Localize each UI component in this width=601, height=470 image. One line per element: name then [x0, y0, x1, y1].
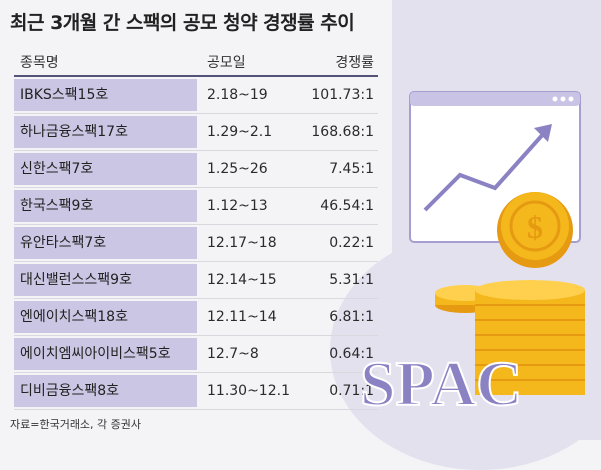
coin-stack-icon	[435, 280, 585, 395]
row-date: 11.30~12.1	[207, 383, 290, 399]
row-rate: 46.54:1	[320, 198, 374, 214]
header-name: 종목명	[20, 54, 59, 71]
source-note: 자료=한국거래소, 각 증권사	[10, 418, 142, 431]
row-date: 12.17~18	[207, 235, 277, 251]
row-rate: 0.71:1	[329, 383, 374, 399]
table-header: 종목명 공모일 경쟁률	[14, 48, 378, 77]
spac-illustration: $ SPAC	[359, 91, 585, 415]
page-title: 최근 3개월 간 스팩의 공모 청약 경쟁률 추이	[10, 12, 355, 34]
row-date: 1.29~2.1	[207, 124, 273, 140]
row-date: 1.25~26	[207, 161, 268, 177]
table-row: 디비금융스팩8호 11.30~12.1 0.71:1	[14, 373, 378, 410]
header-date: 공모일	[207, 54, 246, 71]
row-name: 신한스팩7호	[14, 153, 197, 185]
table-row: 엔에이치스팩18호 12.11~14 6.81:1	[14, 299, 378, 336]
row-date: 12.14~15	[207, 272, 277, 288]
row-date: 2.18~19	[207, 87, 268, 103]
row-rate: 168.68:1	[311, 124, 374, 140]
row-name: 유안타스팩7호	[14, 227, 197, 259]
row-rate: 0.22:1	[329, 235, 374, 251]
row-name: 에이치엠씨아이비스팩5호	[14, 338, 197, 370]
row-name: 디비금융스팩8호	[14, 375, 197, 407]
table-row: 한국스팩9호 1.12~13 46.54:1	[14, 188, 378, 225]
row-name: IBKS스팩15호	[14, 79, 197, 111]
row-name: 하나금융스팩17호	[14, 116, 197, 148]
table-row: IBKS스팩15호 2.18~19 101.73:1	[14, 77, 378, 114]
row-name: 엔에이치스팩18호	[14, 301, 197, 333]
row-date: 1.12~13	[207, 198, 268, 214]
table-row: 에이치엠씨아이비스팩5호 12.7~8 0.64:1	[14, 336, 378, 373]
table-row: 대신밸런스스팩9호 12.14~15 5.31:1	[14, 262, 378, 299]
svg-text:$: $	[527, 209, 543, 245]
row-date: 12.11~14	[207, 309, 277, 325]
row-rate: 6.81:1	[329, 309, 374, 325]
spac-word: SPAC	[360, 348, 522, 415]
table-row: 유안타스팩7호 12.17~18 0.22:1	[14, 225, 378, 262]
dollar-coin-icon: $	[497, 192, 573, 268]
row-name: 한국스팩9호	[14, 190, 197, 222]
row-rate: 5.31:1	[329, 272, 374, 288]
row-name: 대신밸런스스팩9호	[14, 264, 197, 296]
table-row: 하나금융스팩17호 1.29~2.1 168.68:1	[14, 114, 378, 151]
row-rate: 101.73:1	[311, 87, 374, 103]
row-rate: 0.64:1	[329, 346, 374, 362]
row-date: 12.7~8	[207, 346, 259, 362]
row-rate: 7.45:1	[329, 161, 374, 177]
spac-table: 종목명 공모일 경쟁률 IBKS스팩15호 2.18~19 101.73:1 하나금융…	[14, 48, 378, 410]
header-rate: 경쟁률	[335, 54, 374, 71]
table-row: 신한스팩7호 1.25~26 7.45:1	[14, 151, 378, 188]
